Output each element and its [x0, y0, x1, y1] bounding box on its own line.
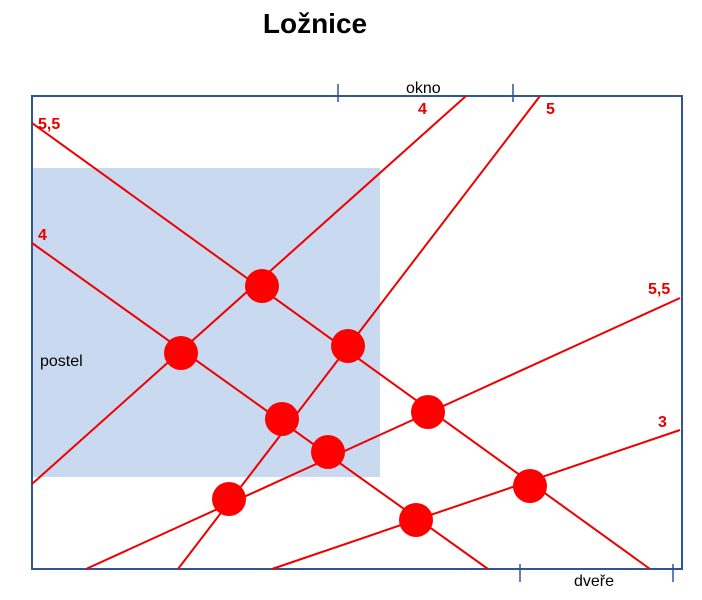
- door-label: dveře: [574, 573, 614, 590]
- intersection-point: [399, 503, 433, 537]
- line-label-5-top: 5: [546, 101, 555, 118]
- room-outline: [31, 95, 683, 570]
- window-label: okno: [406, 80, 441, 97]
- line-label-5-5-right: 5,5: [648, 281, 670, 298]
- bed-label: postel: [40, 353, 83, 370]
- line-3-rising: [271, 429, 681, 570]
- intersection-point: [513, 469, 547, 503]
- line-label-5-5-left: 5,5: [38, 116, 60, 133]
- line-label-4-top: 4: [418, 101, 427, 118]
- line-label-3-right: 3: [658, 414, 667, 431]
- line-label-4-left: 4: [38, 227, 47, 244]
- intersection-point: [245, 269, 279, 303]
- intersection-point: [411, 395, 445, 429]
- intersection-point: [311, 435, 345, 469]
- intersection-point: [331, 329, 365, 363]
- page-title: Ložnice: [262, 8, 368, 39]
- intersection-point: [164, 336, 198, 370]
- intersection-point: [265, 402, 299, 436]
- bed-area: [32, 168, 380, 477]
- line-5-5-rising: [85, 297, 681, 570]
- intersection-point: [212, 482, 246, 516]
